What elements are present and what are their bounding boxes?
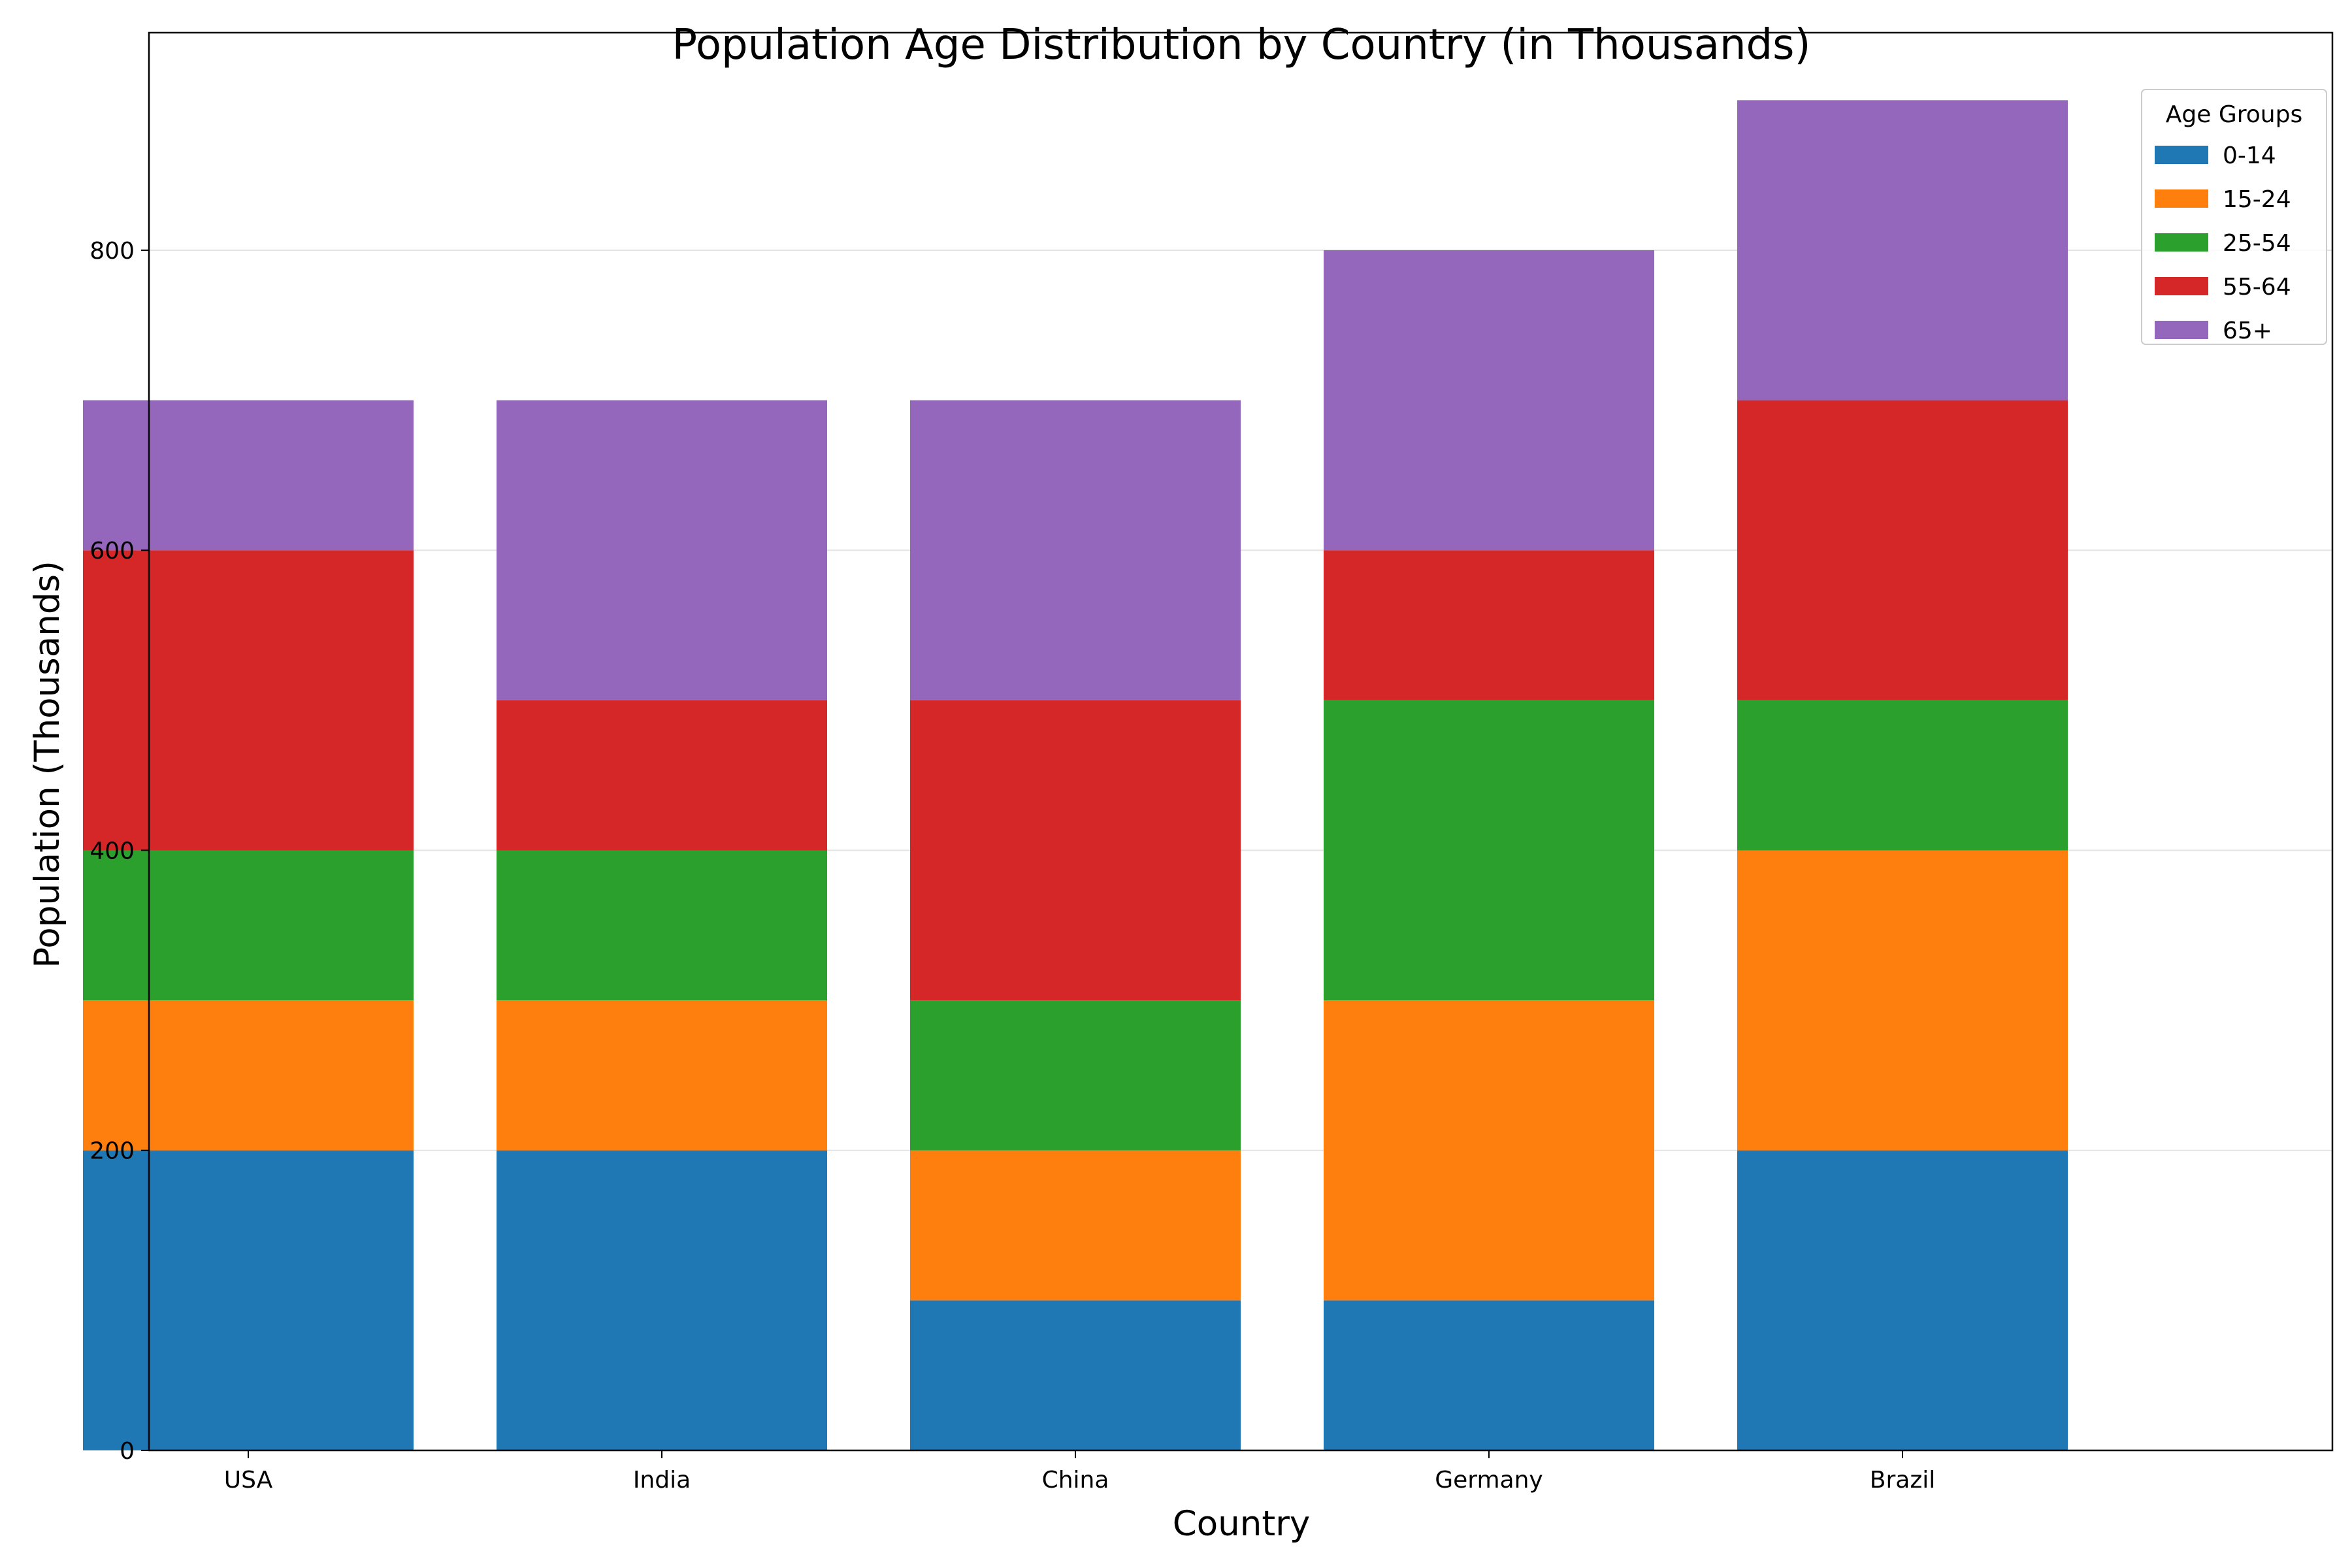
x-tick-label-USA: USA (224, 1467, 273, 1494)
legend-label-25-54: 25-54 (2223, 230, 2291, 257)
y-tick-label: 200 (90, 1138, 135, 1165)
legend-swatch-15-24 (2155, 189, 2208, 208)
bar-segment-15-24-Brazil (1737, 850, 2068, 1151)
bar-segment-55-64-India (497, 700, 827, 851)
legend-swatch-65+ (2155, 321, 2208, 339)
bar-segment-55-64-Brazil (1737, 400, 2068, 700)
y-tick-label: 800 (90, 238, 135, 265)
bar-segment-15-24-China (910, 1150, 1241, 1301)
bar-segment-0-14-India (497, 1150, 827, 1450)
bar-segment-25-54-China (910, 1000, 1241, 1151)
y-tick-label: 0 (120, 1438, 135, 1465)
legend-swatch-0-14 (2155, 146, 2208, 164)
x-tick-label-Germany: Germany (1435, 1467, 1543, 1494)
x-tick-label-India: India (633, 1467, 691, 1494)
bars (83, 100, 2068, 1450)
ticks: 0 200 400 600 800 USA India China Germany Brazil (90, 238, 1935, 1494)
axes (148, 31, 2334, 1452)
legend-label-55-64: 55-64 (2223, 274, 2291, 301)
legend-label-15-24: 15-24 (2223, 186, 2291, 213)
chart-title: Population Age Distribution by Country (… (672, 21, 1811, 69)
bar-segment-15-24-India (497, 1000, 827, 1151)
legend-label-0-14: 0-14 (2223, 142, 2276, 169)
bar-segment-0-14-Brazil (1737, 1150, 2068, 1450)
bar-segment-0-14-China (910, 1300, 1241, 1450)
bar-segment-15-24-USA (83, 1000, 414, 1151)
bar-segment-0-14-USA (83, 1150, 414, 1450)
bar-segment-65+-USA (83, 400, 414, 551)
legend-swatch-25-54 (2155, 233, 2208, 252)
bar-segment-65+-China (910, 400, 1241, 700)
bar-segment-65+-India (497, 400, 827, 700)
x-axis-label: Country (1173, 1504, 1311, 1544)
legend-label-65+: 65+ (2223, 318, 2272, 344)
bar-segment-25-54-Germany (1324, 700, 1654, 1001)
bar-segment-55-64-China (910, 700, 1241, 1001)
x-tick-label-China: China (1042, 1467, 1109, 1494)
legend-swatch-55-64 (2155, 277, 2208, 295)
bar-segment-25-54-Brazil (1737, 700, 2068, 851)
plot-frame (148, 31, 2334, 1452)
y-tick-label: 600 (90, 538, 135, 564)
bar-segment-0-14-Germany (1324, 1300, 1654, 1450)
bar-segment-25-54-USA (83, 850, 414, 1001)
legend-title: Age Groups (2166, 101, 2302, 128)
bar-segment-55-64-USA (83, 550, 414, 851)
bar-segment-65+-Brazil (1737, 100, 2068, 400)
bar-segment-15-24-Germany (1324, 1000, 1654, 1301)
bar-segment-55-64-Germany (1324, 550, 1654, 700)
bar-segment-25-54-India (497, 850, 827, 1001)
y-tick-label: 400 (90, 838, 135, 864)
bar-segment-65+-Germany (1324, 250, 1654, 551)
y-axis-label: Population (Thousands) (27, 561, 67, 968)
legend: Age Groups 0-14 15-24 25-54 55-64 65+ (2141, 89, 2327, 345)
x-tick-label-Brazil: Brazil (1870, 1467, 1935, 1494)
